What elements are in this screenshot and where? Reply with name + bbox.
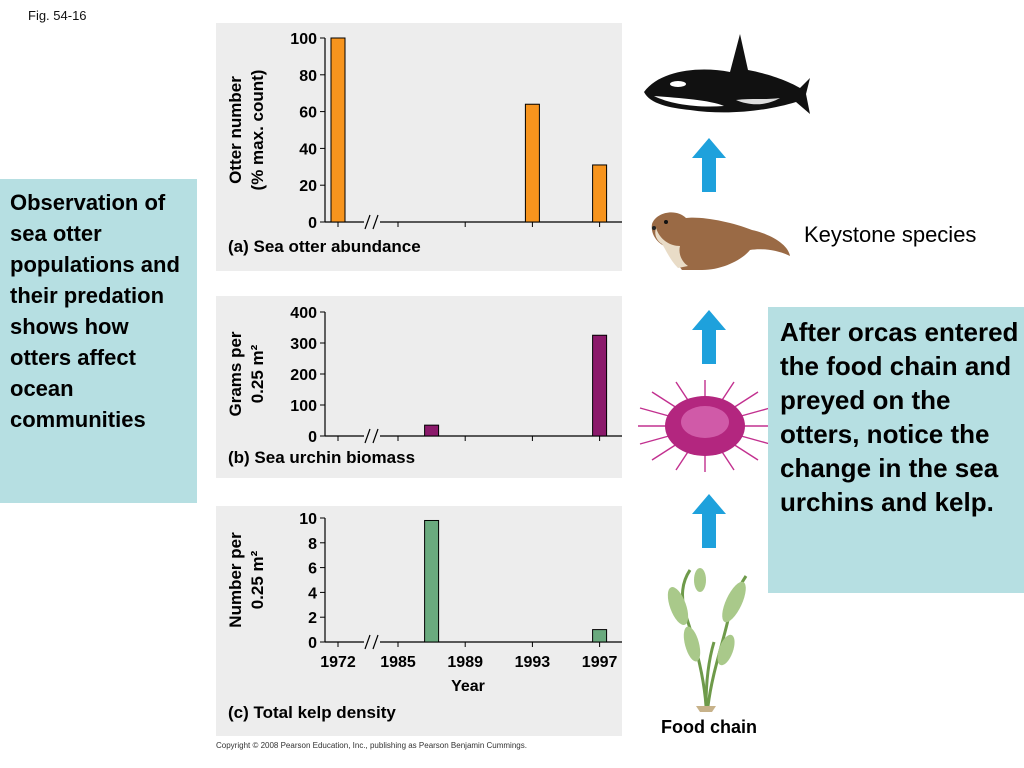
- chart-panel-kelp: 0 2 4 6 8 10 1972 1985 1989 1993 1997 Year Number pe…: [216, 506, 622, 736]
- y-axis-title-line: Otter number: [226, 76, 245, 184]
- food-chain-label: Food chain: [661, 717, 757, 737]
- bar: [592, 334, 608, 437]
- chart-panel-otter: 0 20 40 60 80 100 Otter number (% max. count) (a…: [216, 23, 622, 271]
- kelp-density-chart: 0 2 4 6 8 10 1972 1985 1989 1993 1997 Year Number pe…: [226, 511, 622, 722]
- y-axis-title-line: Number per: [226, 532, 245, 628]
- axis-break-gap: [364, 214, 380, 230]
- keystone-species-label: Keystone species: [804, 222, 977, 247]
- y-axis-title-line: (% max. count): [248, 70, 267, 191]
- figure-label: Fig. 54-16: [28, 8, 87, 23]
- axis-break-gap: [364, 428, 380, 444]
- axis-break-mark: [372, 428, 379, 444]
- sea-urchin-icon: [638, 380, 772, 472]
- left-note-text: Observation of sea otter populations and…: [10, 190, 180, 432]
- y-tick-label: 100: [290, 398, 317, 415]
- y-tick-label: 4: [308, 585, 317, 602]
- x-tick-label: 1972: [320, 654, 356, 671]
- axis-break-mark: [372, 634, 379, 650]
- copyright-text: Copyright © 2008 Pearson Education, Inc.…: [216, 741, 527, 750]
- chart-panel-urchin: 0 100 200 300 400 Grams per 0.25 m² (b) Sea urc…: [216, 296, 622, 478]
- y-axis-title-line: 0.25 m²: [248, 550, 267, 609]
- axis-break-mark: [372, 214, 379, 230]
- y-tick-label: 400: [290, 305, 317, 322]
- axis-break-gap: [364, 634, 380, 650]
- bar: [330, 37, 346, 223]
- y-tick-label: 0: [308, 429, 317, 446]
- x-tick-label: 1993: [515, 654, 551, 671]
- y-tick-label: 0: [308, 635, 317, 652]
- y-tick-label: 20: [299, 178, 317, 195]
- y-tick-label: 40: [299, 141, 317, 158]
- right-note-text: After orcas entered the food chain and p…: [780, 317, 1019, 517]
- bar: [592, 629, 608, 643]
- y-tick-label: 100: [290, 31, 317, 48]
- x-tick-label: 1997: [582, 654, 618, 671]
- x-tick-label: 1989: [447, 654, 483, 671]
- urchin-biomass-chart: 0 100 200 300 400 Grams per 0.25 m² (b) Sea urc…: [226, 305, 622, 467]
- y-tick-label: 8: [308, 536, 317, 553]
- y-tick-label: 10: [299, 511, 317, 528]
- sea-otter-icon: [651, 212, 790, 270]
- orca-icon: [644, 34, 810, 114]
- left-note-box: Observation of sea otter populations and…: [0, 179, 197, 503]
- y-tick-label: 6: [308, 561, 317, 578]
- bar: [424, 424, 440, 437]
- chart-title: (b) Sea urchin biomass: [228, 448, 415, 467]
- kelp-icon: [667, 568, 748, 712]
- chart-title: (c) Total kelp density: [228, 703, 396, 722]
- y-tick-label: 60: [299, 105, 317, 122]
- y-tick-label: 0: [308, 215, 317, 232]
- axis-break-mark: [364, 214, 371, 230]
- y-tick-label: 300: [290, 336, 317, 353]
- x-tick-label: 1985: [380, 654, 416, 671]
- axis-break-mark: [364, 634, 371, 650]
- bar: [592, 164, 608, 223]
- bar: [424, 519, 440, 643]
- y-axis-title-line: Grams per: [226, 331, 245, 416]
- chart-title: (a) Sea otter abundance: [228, 237, 421, 256]
- axis-break-mark: [364, 428, 371, 444]
- arrow-up-icon: [692, 494, 726, 548]
- y-tick-label: 200: [290, 367, 317, 384]
- arrow-up-icon: [692, 310, 726, 364]
- right-note-box: After orcas entered the food chain and p…: [768, 307, 1024, 593]
- x-axis-title: Year: [451, 678, 485, 695]
- y-tick-label: 80: [299, 68, 317, 85]
- arrow-up-icon: [692, 138, 726, 192]
- y-tick-label: 2: [308, 610, 317, 627]
- otter-abundance-chart: 0 20 40 60 80 100 Otter number (% max. count) (a…: [226, 31, 622, 256]
- y-axis-title-line: 0.25 m²: [248, 344, 267, 403]
- bar: [524, 103, 540, 223]
